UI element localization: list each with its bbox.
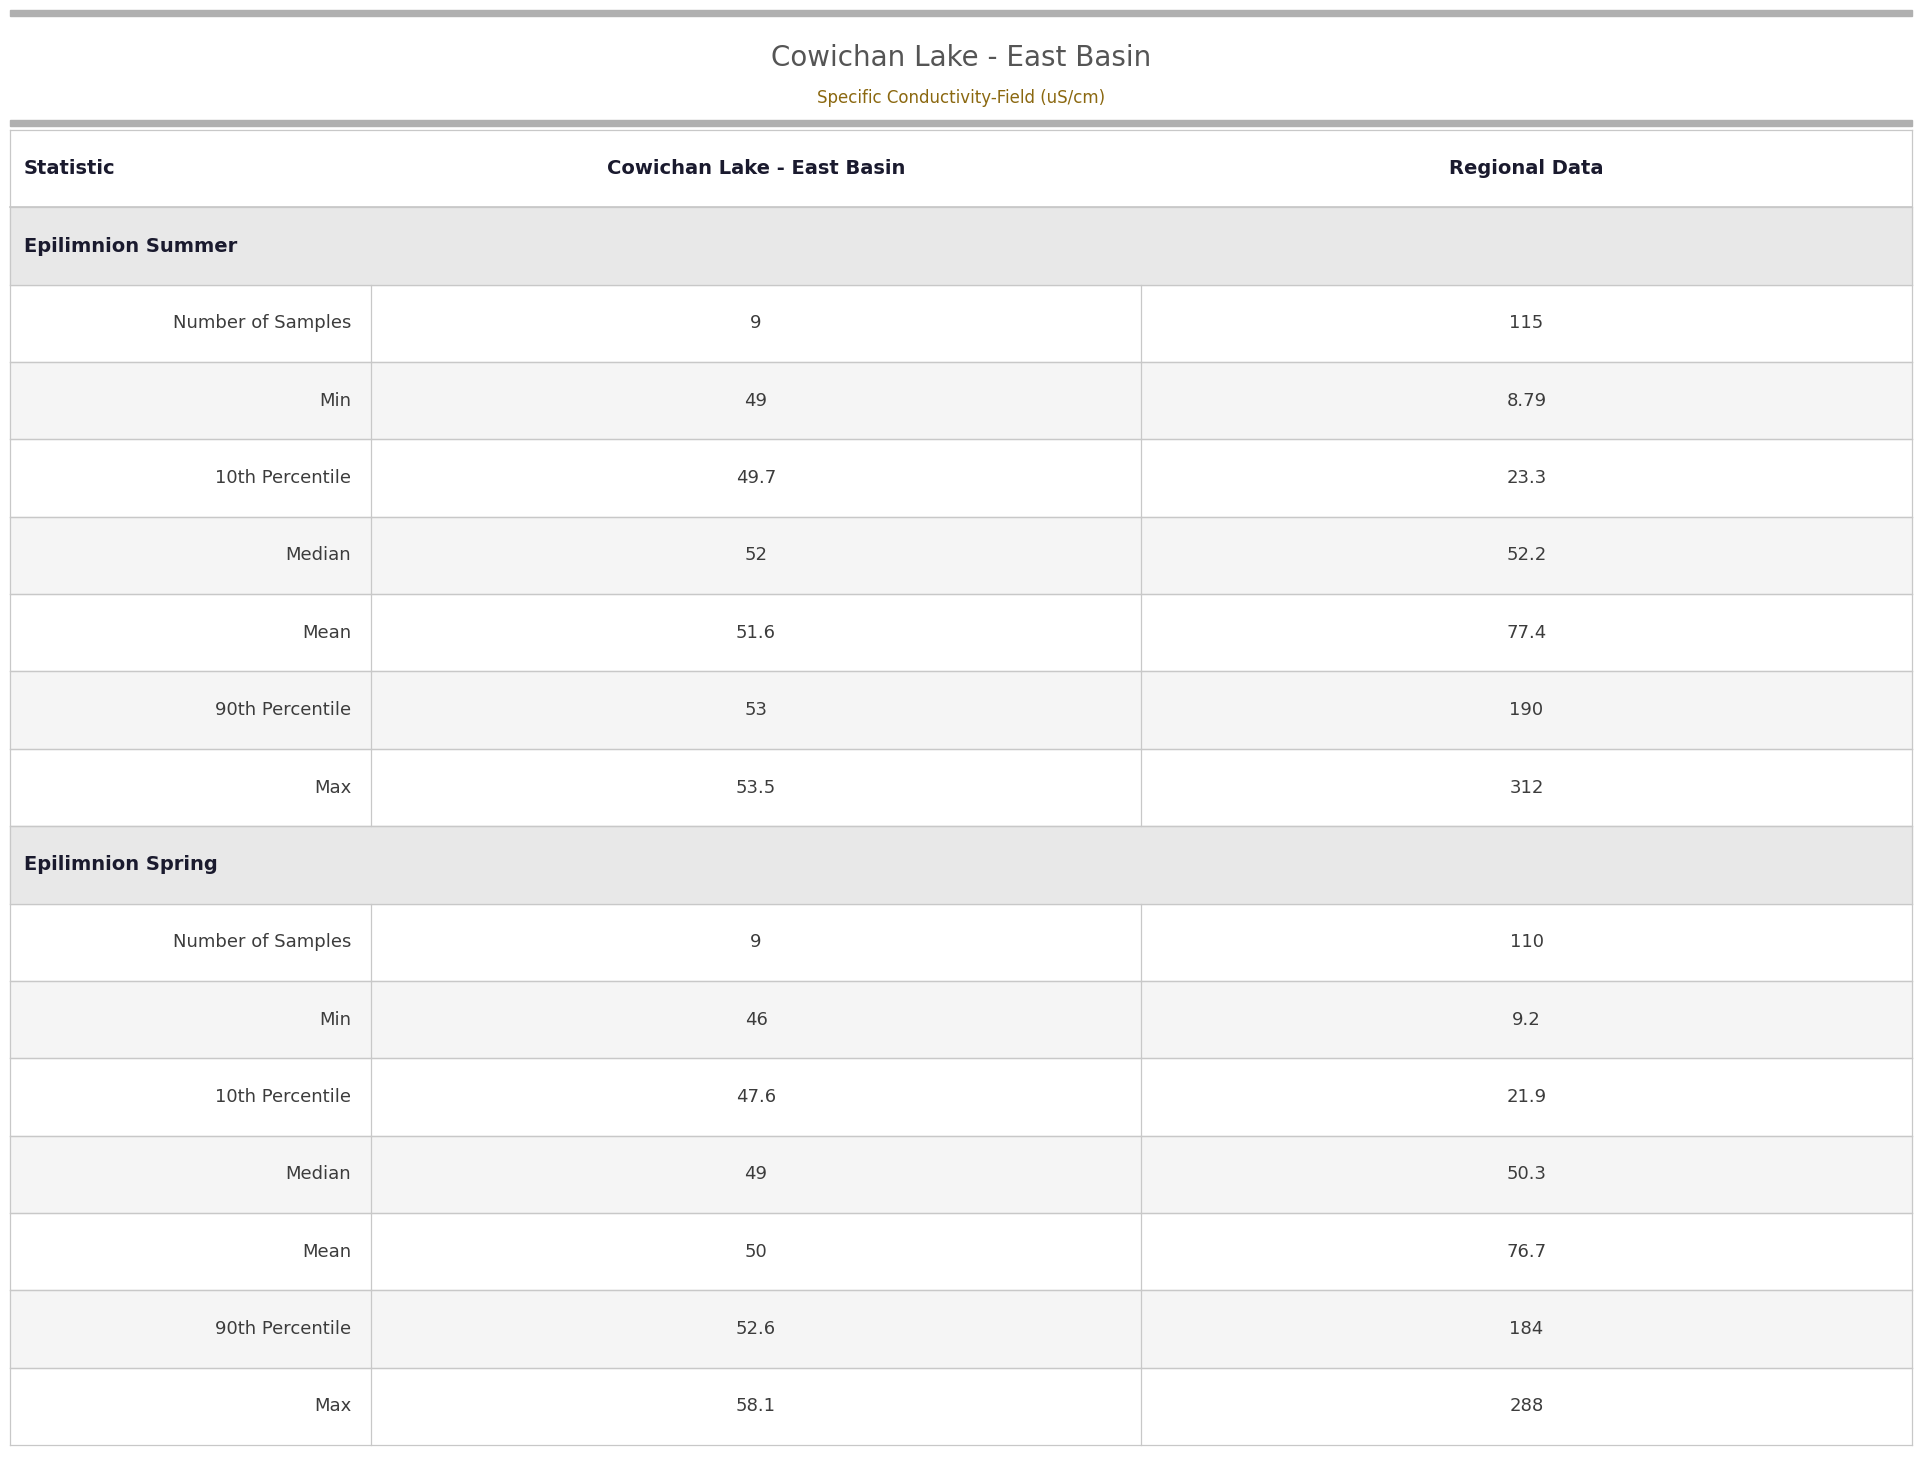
Text: 49.7: 49.7 (736, 469, 776, 488)
Bar (10, 826, 1912, 904)
Text: 58.1: 58.1 (736, 1397, 776, 1415)
Text: 23.3: 23.3 (1507, 469, 1547, 488)
Bar (10, 981, 1912, 1058)
Text: Min: Min (319, 1010, 352, 1028)
Bar (10, 594, 1912, 672)
Bar (10, 1291, 1912, 1368)
Text: 77.4: 77.4 (1507, 623, 1547, 642)
Text: 115: 115 (1509, 314, 1543, 333)
Text: 52.2: 52.2 (1507, 546, 1547, 565)
Text: 50.3: 50.3 (1507, 1165, 1547, 1183)
Text: 53.5: 53.5 (736, 778, 776, 797)
Bar (10, 749, 1912, 826)
Bar (10, 207, 1912, 285)
Text: Max: Max (313, 778, 352, 797)
Bar (10, 10, 1912, 16)
Bar (10, 1213, 1912, 1291)
Text: Cowichan Lake - East Basin: Cowichan Lake - East Basin (771, 44, 1151, 72)
Text: Cowichan Lake - East Basin: Cowichan Lake - East Basin (607, 159, 905, 178)
Text: Mean: Mean (302, 623, 352, 642)
Text: 49: 49 (744, 391, 767, 410)
Text: 10th Percentile: 10th Percentile (215, 1088, 352, 1105)
Text: Max: Max (313, 1397, 352, 1415)
Text: Specific Conductivity-Field (uS/cm): Specific Conductivity-Field (uS/cm) (817, 89, 1105, 107)
Text: 52.6: 52.6 (736, 1320, 776, 1337)
Text: 9: 9 (750, 933, 761, 952)
Bar (10, 672, 1912, 749)
Text: 9.2: 9.2 (1513, 1010, 1541, 1028)
Bar (10, 1368, 1912, 1445)
Text: 312: 312 (1509, 778, 1543, 797)
Bar (10, 120, 1912, 126)
Text: Median: Median (284, 1165, 352, 1183)
Text: Epilimnion Summer: Epilimnion Summer (23, 237, 236, 256)
Text: Epilimnion Spring: Epilimnion Spring (23, 856, 217, 875)
Text: 21.9: 21.9 (1507, 1088, 1547, 1105)
Text: 52: 52 (744, 546, 767, 565)
Text: 9: 9 (750, 314, 761, 333)
Text: 190: 190 (1509, 701, 1543, 720)
Text: Mean: Mean (302, 1242, 352, 1260)
Text: 184: 184 (1509, 1320, 1543, 1337)
Text: Statistic: Statistic (23, 159, 115, 178)
Text: 10th Percentile: 10th Percentile (215, 469, 352, 488)
Text: Regional Data: Regional Data (1449, 159, 1603, 178)
Bar (10, 904, 1912, 981)
Text: Number of Samples: Number of Samples (173, 314, 352, 333)
Text: 90th Percentile: 90th Percentile (215, 701, 352, 720)
Text: Median: Median (284, 546, 352, 565)
Text: Number of Samples: Number of Samples (173, 933, 352, 952)
Text: 47.6: 47.6 (736, 1088, 776, 1105)
Text: 8.79: 8.79 (1507, 391, 1547, 410)
Text: 51.6: 51.6 (736, 623, 776, 642)
Text: 76.7: 76.7 (1507, 1242, 1547, 1260)
Bar (10, 1136, 1912, 1213)
Bar (10, 285, 1912, 362)
Text: 90th Percentile: 90th Percentile (215, 1320, 352, 1337)
Text: 110: 110 (1509, 933, 1543, 952)
Bar (10, 130, 1912, 207)
Text: Min: Min (319, 391, 352, 410)
Bar (10, 517, 1912, 594)
Text: 288: 288 (1509, 1397, 1543, 1415)
Text: 49: 49 (744, 1165, 767, 1183)
Bar (10, 362, 1912, 439)
Bar (10, 1058, 1912, 1136)
Text: 50: 50 (744, 1242, 767, 1260)
Text: 46: 46 (744, 1010, 767, 1028)
Bar (10, 439, 1912, 517)
Text: 53: 53 (744, 701, 767, 720)
